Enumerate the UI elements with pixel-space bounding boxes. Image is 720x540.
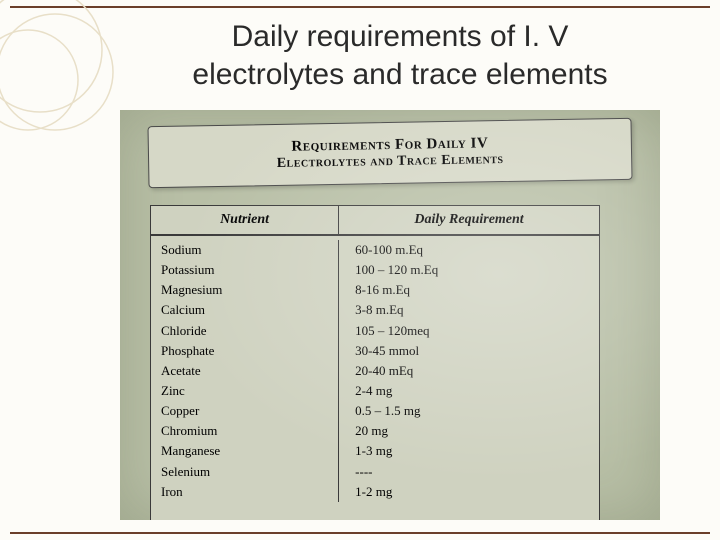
title-line-1: Daily requirements of I. V [232, 20, 569, 53]
cell-nutrient: Sodium [151, 240, 339, 260]
cell-nutrient: Calcium [151, 300, 339, 320]
cell-requirement: 1-3 mg [339, 441, 599, 461]
cell-requirement: 0.5 – 1.5 mg [339, 401, 599, 421]
banner-line-2: Electrolytes and Trace Elements [277, 152, 504, 172]
table-row: Sodium60-100 m.Eq [151, 240, 599, 260]
table-row: Zinc2-4 mg [151, 381, 599, 401]
cell-requirement: 20 mg [339, 421, 599, 441]
cell-nutrient: Potassium [151, 260, 339, 280]
title-line-2: electrolytes and trace elements [192, 58, 607, 91]
table-row: Magnesium8-16 m.Eq [151, 280, 599, 300]
cell-nutrient: Iron [151, 482, 339, 502]
table-row: Phosphate30-45 mmol [151, 341, 599, 361]
cell-requirement: ---- [339, 462, 599, 482]
table-row: Chromium20 mg [151, 421, 599, 441]
cell-nutrient: Phosphate [151, 341, 339, 361]
table-row: Selenium---- [151, 462, 599, 482]
cell-nutrient: Chloride [151, 321, 339, 341]
table-row: Acetate20-40 mEq [151, 361, 599, 381]
table-row: Manganese1-3 mg [151, 441, 599, 461]
slide-title: Daily requirements of I. V electrolytes … [140, 18, 660, 93]
cell-requirement: 1-2 mg [339, 482, 599, 502]
cell-nutrient: Selenium [151, 462, 339, 482]
table-row: Chloride105 – 120meq [151, 321, 599, 341]
table-body: Sodium60-100 m.EqPotassium100 – 120 m.Eq… [151, 236, 599, 502]
table-row: Iron1-2 mg [151, 482, 599, 502]
scanned-photo: Requirements For Daily IV Electrolytes a… [120, 110, 660, 520]
banner-label: Requirements For Daily IV Electrolytes a… [147, 118, 632, 188]
cell-nutrient: Zinc [151, 381, 339, 401]
table-row: Potassium100 – 120 m.Eq [151, 260, 599, 280]
cell-requirement: 8-16 m.Eq [339, 280, 599, 300]
requirements-table: Nutrient Daily Requirement Sodium60-100 … [150, 205, 600, 520]
cell-requirement: 30-45 mmol [339, 341, 599, 361]
cell-nutrient: Acetate [151, 361, 339, 381]
cell-nutrient: Copper [151, 401, 339, 421]
table-header: Nutrient Daily Requirement [151, 206, 599, 236]
cell-requirement: 60-100 m.Eq [339, 240, 599, 260]
header-requirement: Daily Requirement [339, 206, 599, 234]
table-row: Copper0.5 – 1.5 mg [151, 401, 599, 421]
cell-requirement: 105 – 120meq [339, 321, 599, 341]
cell-nutrient: Magnesium [151, 280, 339, 300]
cell-requirement: 20-40 mEq [339, 361, 599, 381]
table-row: Calcium3-8 m.Eq [151, 300, 599, 320]
header-nutrient: Nutrient [151, 206, 339, 234]
cell-requirement: 2-4 mg [339, 381, 599, 401]
cell-nutrient: Chromium [151, 421, 339, 441]
cell-nutrient: Manganese [151, 441, 339, 461]
cell-requirement: 100 – 120 m.Eq [339, 260, 599, 280]
cell-requirement: 3-8 m.Eq [339, 300, 599, 320]
